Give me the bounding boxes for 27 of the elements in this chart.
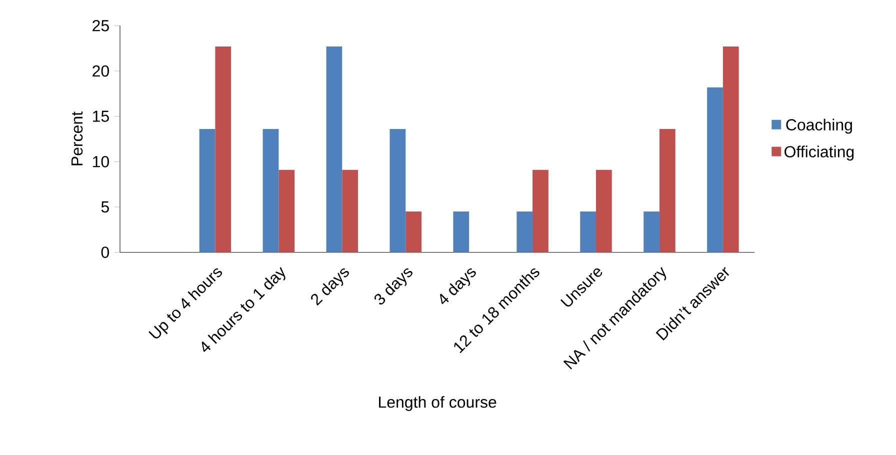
y-axis-title: Percent bbox=[71, 112, 83, 166]
bar bbox=[342, 170, 358, 252]
bar bbox=[722, 46, 739, 252]
y-tick-label: 20 bbox=[92, 65, 109, 77]
bar bbox=[644, 212, 660, 252]
y-tick-label: 0 bbox=[101, 246, 109, 258]
bar bbox=[532, 170, 548, 252]
bar bbox=[596, 170, 612, 252]
bar bbox=[326, 46, 342, 252]
bar bbox=[453, 212, 470, 252]
bar bbox=[390, 129, 406, 252]
bar bbox=[406, 212, 422, 252]
y-tick-label: 10 bbox=[93, 156, 109, 168]
bar bbox=[262, 129, 279, 252]
legend-label: Officiating bbox=[784, 146, 854, 161]
bar bbox=[199, 129, 216, 252]
bar bbox=[516, 212, 533, 252]
legend-label: Coaching bbox=[786, 118, 852, 134]
x-axis-title: Length of course bbox=[379, 396, 496, 411]
bar bbox=[278, 170, 295, 252]
bar bbox=[215, 46, 232, 252]
bar bbox=[707, 87, 723, 252]
y-tick-label: 25 bbox=[92, 20, 109, 32]
bar bbox=[580, 212, 596, 252]
y-tick-label: 15 bbox=[93, 110, 109, 122]
y-tick-label: 5 bbox=[101, 201, 109, 213]
bar bbox=[659, 129, 676, 252]
